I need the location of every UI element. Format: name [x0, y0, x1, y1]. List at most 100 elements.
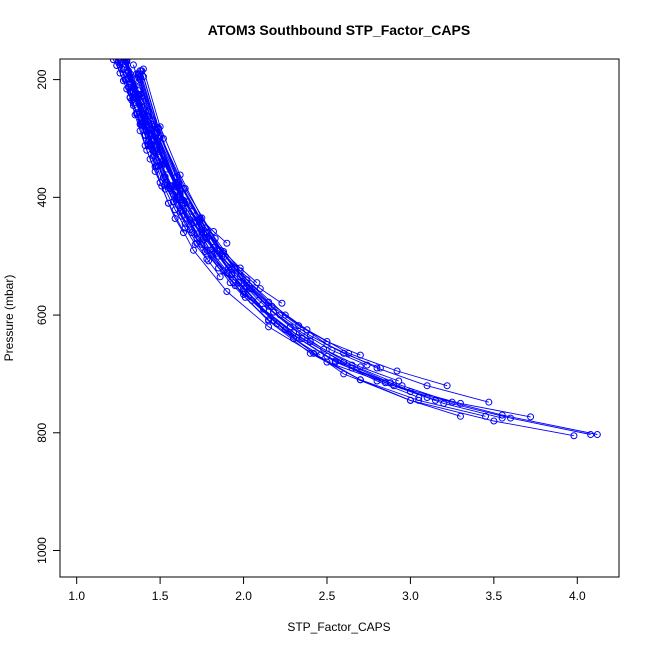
- profile-point: [189, 219, 197, 227]
- profile-point: [151, 167, 159, 175]
- profile-point: [448, 398, 456, 406]
- y-tick-label: 200: [35, 69, 49, 89]
- profile-point: [223, 239, 231, 247]
- profile-point: [406, 396, 414, 404]
- profile-line: [124, 59, 191, 230]
- profile-point: [164, 199, 172, 207]
- profile-point: [133, 109, 141, 117]
- profile-point: [587, 431, 595, 439]
- profile-line: [117, 59, 158, 133]
- profile-point: [176, 171, 184, 179]
- profile-point: [210, 227, 218, 235]
- profile-point: [158, 182, 166, 190]
- profile-line: [139, 73, 399, 382]
- profile-line: [142, 76, 453, 403]
- profile-point: [256, 285, 264, 293]
- profile-point: [386, 379, 394, 387]
- profile-point: [151, 163, 159, 171]
- profile-point: [246, 285, 254, 293]
- profile-line: [126, 59, 283, 304]
- profile-point: [149, 117, 157, 125]
- profile-point: [123, 85, 131, 93]
- profile-point: [228, 263, 236, 271]
- profile-point: [183, 198, 191, 206]
- profile-series: [136, 67, 384, 372]
- profile-point: [323, 352, 331, 360]
- profile-line: [137, 73, 448, 387]
- y-axis-label: Pressure (mbar): [2, 275, 16, 362]
- profile-point: [240, 285, 248, 293]
- y-tick-label: 800: [35, 422, 49, 442]
- profile-line: [123, 59, 208, 260]
- profile-point: [230, 279, 238, 287]
- profile-point: [356, 351, 364, 359]
- profile-point: [116, 59, 124, 66]
- profile-point: [490, 417, 498, 425]
- profile-point: [148, 120, 156, 128]
- profile-point: [376, 364, 384, 372]
- profile-point: [134, 87, 142, 95]
- profile-point: [208, 250, 216, 258]
- profile-point: [456, 412, 464, 420]
- profile-point: [348, 361, 356, 369]
- profile-point: [265, 298, 273, 306]
- profile-point: [173, 173, 181, 181]
- profile-series: [133, 70, 439, 404]
- profile-point: [203, 255, 211, 263]
- profile-point: [423, 382, 431, 390]
- profile-series: [129, 61, 324, 359]
- profile-point: [144, 140, 152, 148]
- profile-series: [136, 90, 578, 440]
- profile-point: [253, 279, 261, 287]
- profile-point: [178, 202, 186, 210]
- profile-point: [328, 346, 336, 354]
- profile-point: [143, 112, 151, 120]
- profile-point: [203, 229, 211, 237]
- profile-point: [340, 349, 348, 357]
- x-tick-label: 1.5: [152, 589, 169, 603]
- profile-point: [356, 376, 364, 384]
- x-tick-label: 4.0: [569, 589, 586, 603]
- profile-point: [231, 264, 239, 272]
- profile-point: [119, 66, 127, 74]
- profile-point: [331, 357, 339, 365]
- profile-series: [131, 81, 535, 421]
- profile-point: [173, 183, 181, 191]
- profile-point: [507, 414, 515, 422]
- profile-line: [120, 59, 164, 139]
- y-tick-label: 1000: [35, 537, 49, 564]
- profile-series: [138, 67, 371, 369]
- profile-point: [236, 264, 244, 272]
- profile-series: [116, 59, 161, 137]
- profile-point: [323, 338, 331, 346]
- x-axis-label: STP_Factor_CAPS: [287, 620, 390, 634]
- profile-point: [290, 335, 298, 343]
- x-tick-label: 1.0: [68, 589, 85, 603]
- profile-line: [139, 79, 461, 417]
- profile-line: [136, 73, 436, 401]
- profile-point: [527, 413, 535, 421]
- profile-line: [137, 74, 419, 398]
- profile-point: [114, 59, 122, 65]
- profile-point: [431, 396, 439, 404]
- profile-point: [363, 361, 371, 369]
- profile-point: [265, 302, 273, 310]
- profile-line: [126, 59, 269, 307]
- profile-point: [228, 265, 236, 273]
- profile-point: [205, 257, 213, 265]
- profile-line: [139, 76, 489, 403]
- profile-point: [215, 264, 223, 272]
- profile-series: [134, 71, 423, 401]
- profile-point: [153, 129, 161, 137]
- profile-point: [159, 134, 167, 142]
- profile-point: [220, 247, 228, 255]
- profile-series: [136, 76, 464, 420]
- profile-point: [216, 273, 224, 281]
- profile-point: [213, 246, 221, 254]
- profile-point: [356, 363, 364, 371]
- plot-frame: [59, 58, 620, 578]
- profile-point: [193, 230, 201, 238]
- profile-point: [498, 414, 506, 422]
- y-tick-label: 600: [35, 305, 49, 325]
- profile-point: [373, 377, 381, 385]
